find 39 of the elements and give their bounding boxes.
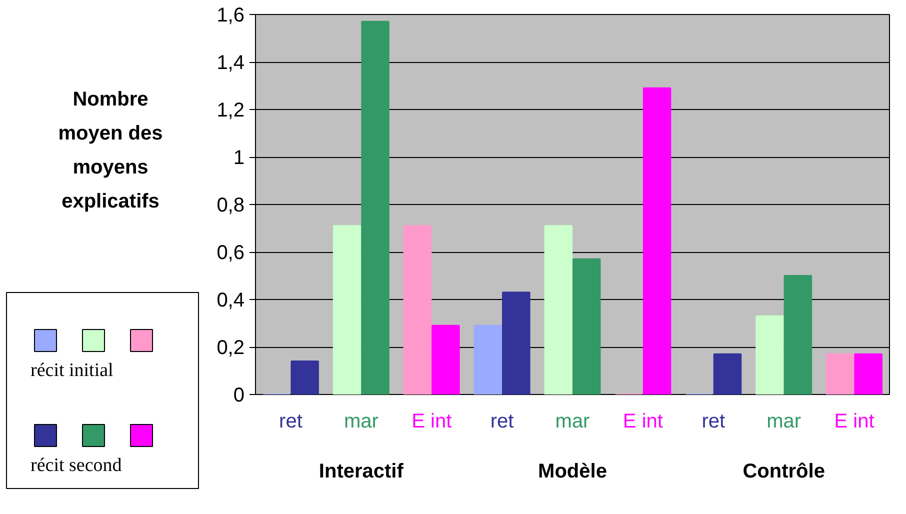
y-tick-label: 0,8 bbox=[216, 194, 245, 216]
y-tick-label: 0,4 bbox=[216, 290, 245, 312]
y-tick-label: 1,6 bbox=[216, 4, 245, 26]
y-tick-label: 1 bbox=[233, 147, 244, 169]
bar bbox=[474, 324, 502, 394]
x-tick-label: E int bbox=[834, 410, 875, 432]
bar bbox=[290, 360, 319, 394]
bar bbox=[332, 225, 362, 394]
x-tick-label: E int bbox=[622, 410, 664, 432]
text: Modèle bbox=[538, 460, 607, 482]
bar bbox=[713, 353, 742, 394]
bar bbox=[642, 87, 672, 394]
y-tick-label: 1,4 bbox=[216, 52, 245, 74]
bar bbox=[361, 20, 390, 394]
bar bbox=[403, 225, 432, 394]
x-tick-label: ret bbox=[490, 410, 514, 432]
y-tick-label: 1,2 bbox=[216, 100, 245, 122]
legend-label: récit initial bbox=[30, 360, 114, 381]
bar bbox=[544, 225, 573, 394]
x-tick-label: mar bbox=[344, 410, 379, 432]
bar bbox=[502, 292, 530, 394]
bar bbox=[756, 315, 784, 394]
x-tick-label: ret bbox=[279, 410, 303, 432]
y-tick-label: 0 bbox=[233, 384, 244, 406]
y-axis-title: Nombre moyen des moyens explicatifs bbox=[58, 88, 163, 213]
bar bbox=[432, 324, 460, 394]
x-tick-label: E int bbox=[412, 410, 452, 432]
x-tick-label: mar bbox=[766, 410, 802, 432]
legend-label: récit second bbox=[30, 455, 122, 476]
text: Interactif bbox=[318, 460, 404, 482]
x-tick-label: ret bbox=[702, 410, 726, 432]
y-tick-label: 0,6 bbox=[216, 242, 245, 264]
bar bbox=[826, 353, 854, 394]
bar bbox=[572, 258, 601, 394]
text: Contrôle bbox=[742, 460, 825, 482]
y-tick-label: 0,2 bbox=[216, 337, 245, 359]
bar bbox=[854, 353, 882, 394]
bar bbox=[784, 275, 812, 394]
x-tick-label: mar bbox=[555, 410, 590, 432]
